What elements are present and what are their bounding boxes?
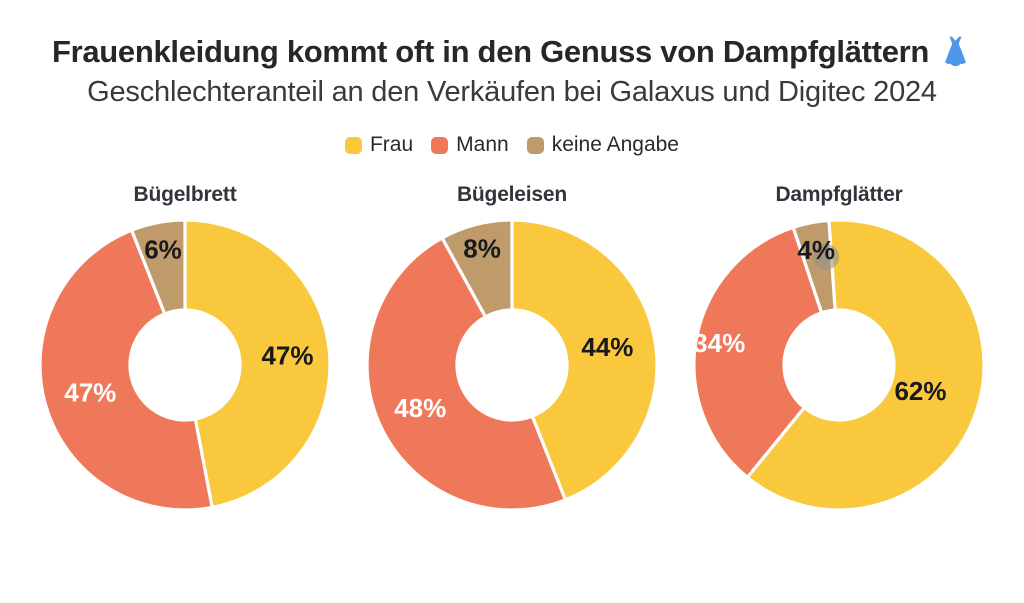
slice-value-label-mann: 34% (693, 328, 745, 358)
slice-value-label-frau: 47% (261, 340, 313, 370)
slice-keine-angabe[interactable] (440, 218, 514, 319)
legend-item-mann: Mann (431, 133, 509, 157)
legend-swatch-mann (431, 136, 449, 154)
dress-emoji-icon (945, 36, 967, 67)
donut-svg-dampfglätter: 62% 34% 4% (692, 218, 986, 512)
donut-svg-bügelbrett: 47% 47% 6% (38, 218, 332, 512)
slice-value-label-keine-angabe: 8% (463, 233, 501, 263)
label-shadow-dot (813, 243, 840, 270)
slice-mann[interactable] (365, 236, 567, 512)
legend-item-keine-angabe: keine Angabe (526, 133, 679, 157)
slice-keine-angabe[interactable] (791, 218, 837, 315)
slice-mann[interactable] (692, 225, 824, 479)
donut-svg-bügeleisen: 44% 48% 8% (365, 218, 659, 512)
chart-category-title: Dampfglätter (775, 183, 903, 206)
chart-title-text: Frauenkleidung kommt oft in den Genuss v… (51, 34, 930, 69)
slice-frau[interactable] (745, 218, 986, 512)
slice-value-label-frau: 44% (581, 332, 633, 362)
donut-charts-row: Bügelbrett 47% 47% 6% Bügeleisen 44% 48% 8% Damp… (0, 183, 1024, 515)
chart-category-title: Bügeleisen (456, 183, 568, 206)
slice-frau[interactable] (183, 218, 332, 510)
infographic-page: Frauenkleidung kommt oft in den Genuss v… (0, 34, 1024, 603)
legend-label: Mann (456, 133, 509, 156)
slice-value-label-frau: 62% (894, 376, 946, 406)
donut-chart-dampfglätter: Dampfglätter 62% 34% 4% (689, 183, 989, 515)
slice-mann[interactable] (38, 228, 214, 512)
legend-label: Frau (369, 133, 414, 156)
chart-title: Frauenkleidung kommt oft in den Genuss v… (0, 34, 1024, 70)
slice-frau[interactable] (510, 218, 659, 502)
donut-chart-bügeleisen: Bügeleisen 44% 48% 8% (362, 183, 662, 515)
slice-value-label-mann: 47% (64, 378, 116, 408)
slice-value-label-keine-angabe: 4% (797, 235, 835, 265)
legend: Frau Mann keine Angabe (0, 133, 1024, 157)
chart-category-title: Bügelbrett (133, 183, 237, 206)
legend-item-frau: Frau (344, 133, 414, 157)
legend-swatch-keine-angabe (526, 136, 544, 154)
legend-label: keine Angabe (551, 133, 679, 156)
slice-value-label-mann: 48% (394, 393, 446, 423)
donut-chart-bügelbrett: Bügelbrett 47% 47% 6% (35, 183, 335, 515)
slice-keine-angabe[interactable] (130, 218, 187, 316)
chart-subtitle: Geschlechteranteil an den Verkäufen bei … (87, 76, 937, 108)
slice-value-label-keine-angabe: 6% (144, 235, 182, 265)
legend-swatch-frau (344, 136, 362, 154)
